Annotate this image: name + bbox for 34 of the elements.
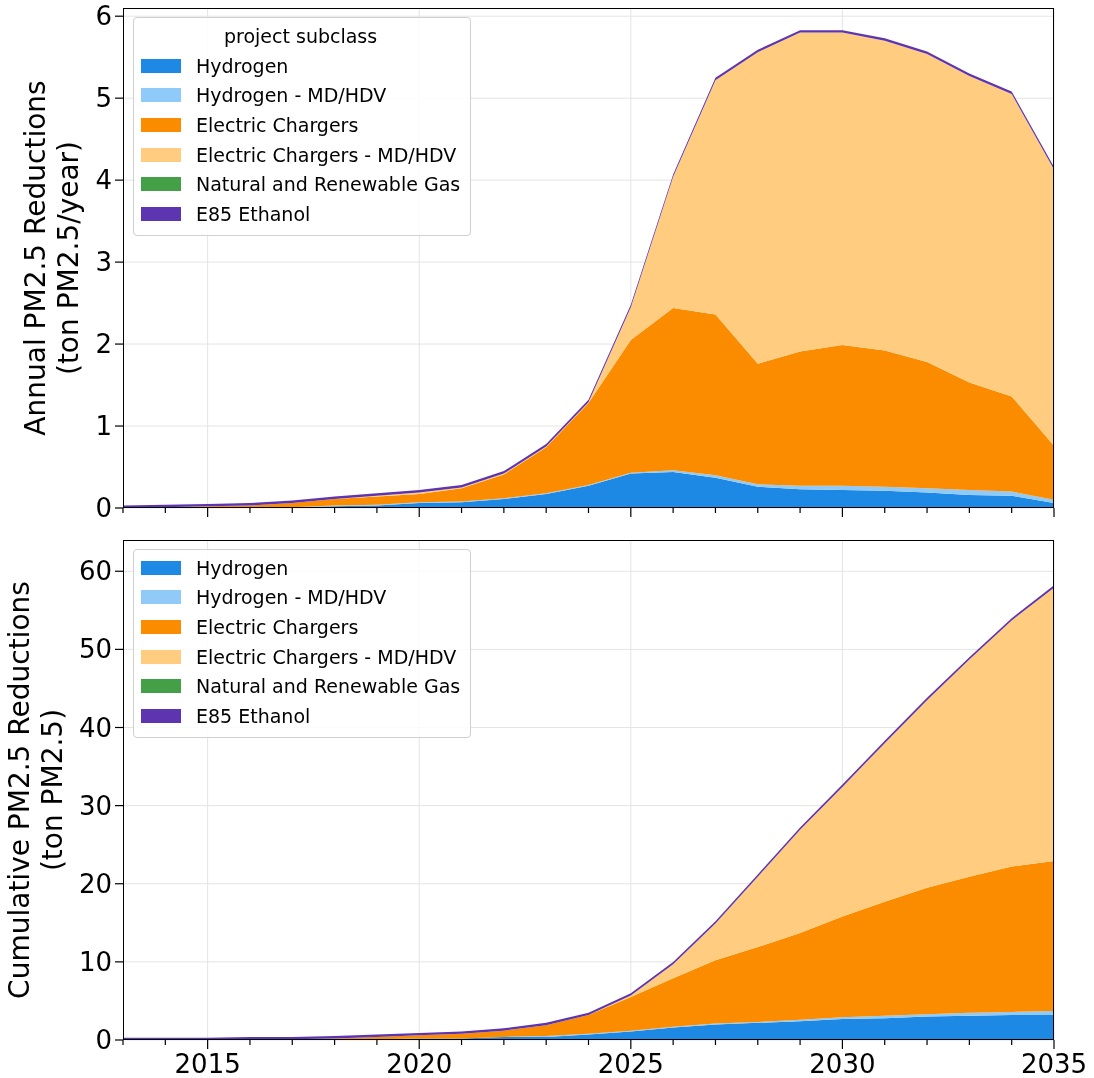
y-axis-title: Annual PM2.5 Reductions (ton PM2.5/year) [19, 80, 86, 436]
y-tick-label: 3 [95, 247, 112, 278]
legend-label: Hydrogen - MD/HDV [196, 586, 387, 609]
y-tick-label: 5 [95, 83, 112, 114]
legend-label: Electric Chargers - MD/HDV [196, 143, 457, 166]
x-tick-label: 2015 [174, 1048, 241, 1078]
y-tick-label: 30 [78, 790, 112, 821]
legend-label: Natural and Renewable Gas [196, 173, 461, 196]
legend-label: Hydrogen - MD/HDV [196, 84, 387, 107]
legend-label: Hydrogen [196, 556, 289, 579]
legend-label: Electric Chargers [196, 113, 359, 136]
y-tick-label: 50 [78, 634, 112, 665]
legend-label: Natural and Renewable Gas [196, 675, 461, 698]
legend-label: E85 Ethanol [196, 704, 311, 727]
x-tick-label: 2025 [597, 1048, 664, 1078]
y-tick-label: 40 [78, 712, 112, 743]
y-tick-label: 10 [78, 946, 112, 977]
legend-label: Hydrogen [196, 54, 289, 77]
y-axis-title: Cumulative PM2.5 Reductions (ton PM2.5) [2, 581, 69, 999]
x-tick-label: 2035 [1020, 1048, 1088, 1078]
y-tick-label: 2 [95, 329, 112, 360]
y-tick-label: 0 [95, 1025, 112, 1056]
x-tick-label: 2030 [809, 1048, 876, 1078]
y-tick-label: 20 [78, 868, 112, 899]
legend-label: Electric Chargers [196, 615, 359, 638]
x-tick-label: 2020 [386, 1048, 453, 1078]
y-tick-label: 4 [95, 165, 112, 196]
legend-label: E85 Ethanol [196, 202, 311, 225]
y-tick-label: 6 [95, 1, 112, 32]
y-tick-label: 0 [95, 493, 112, 524]
legend-title: project subclass [223, 24, 379, 49]
y-tick-label: 1 [95, 411, 112, 442]
y-tick-label: 60 [78, 556, 112, 587]
legend-label: Electric Chargers - MD/HDV [196, 645, 457, 668]
